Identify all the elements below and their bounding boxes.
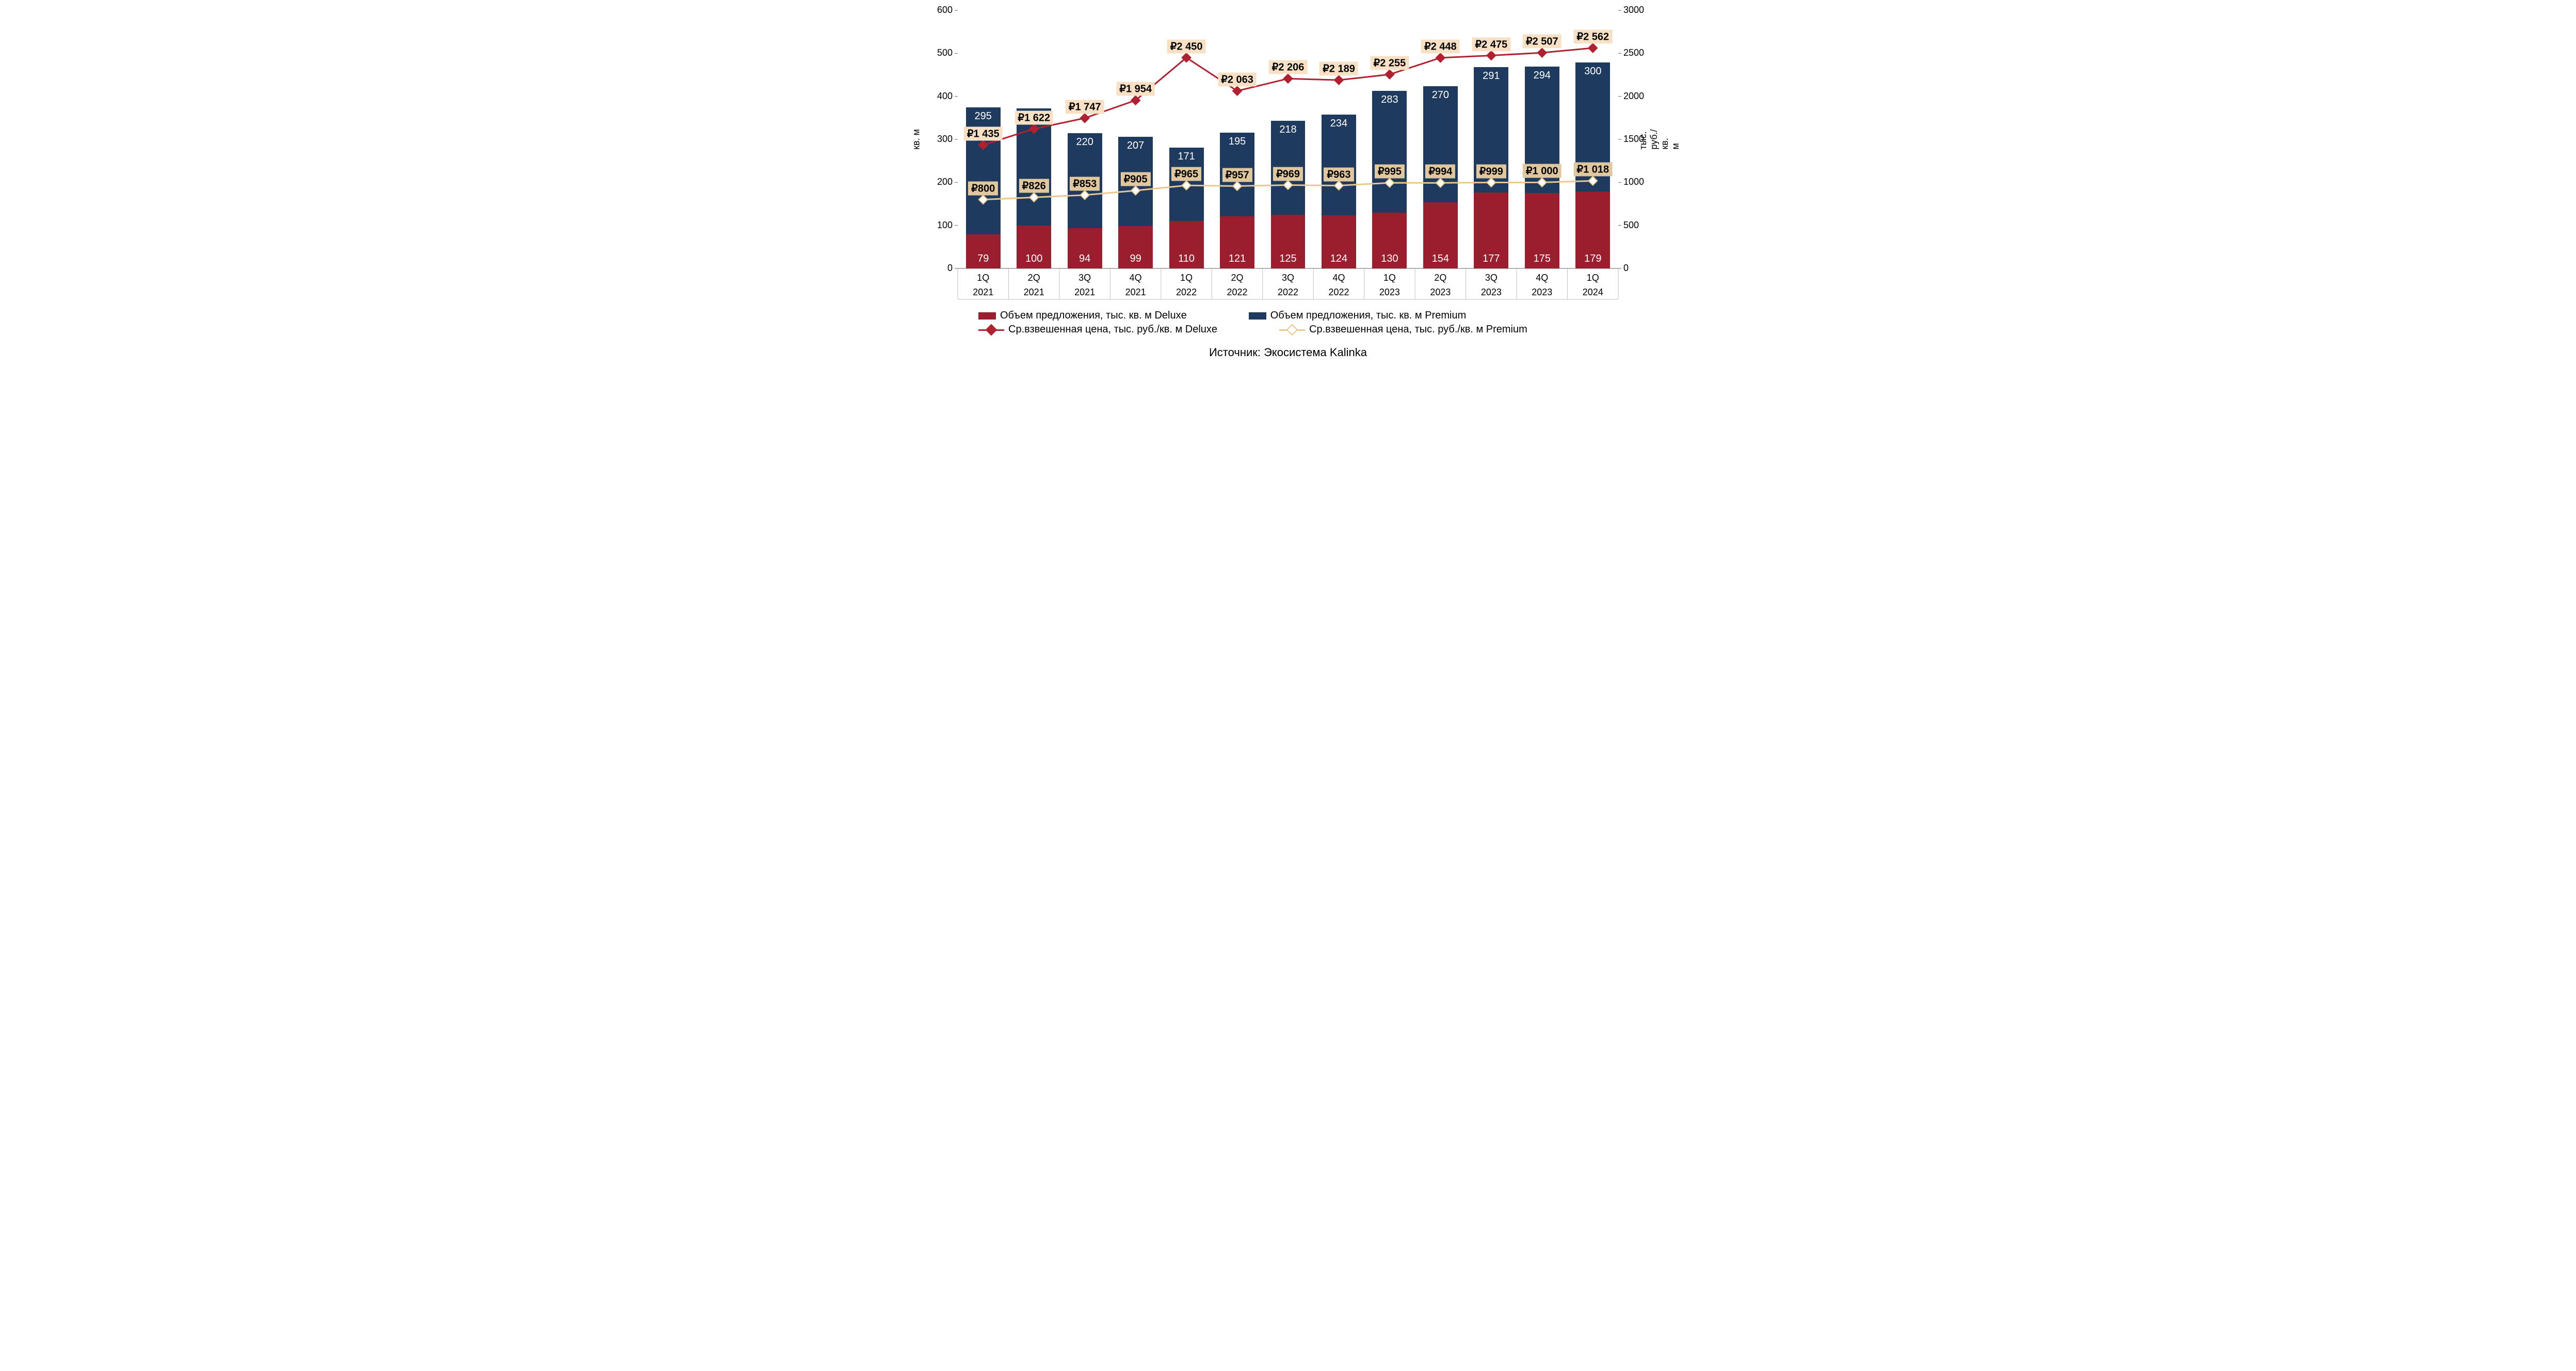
deluxe-price-label: ₽2 206 (1269, 60, 1308, 74)
premium-price-label: ₽965 (1171, 167, 1201, 181)
premium-price-marker (1487, 178, 1495, 187)
deluxe-price-label: ₽1 747 (1066, 100, 1104, 114)
premium-price-marker (1233, 182, 1242, 190)
deluxe-price-marker (1385, 70, 1394, 79)
deluxe-price-label: ₽2 450 (1167, 39, 1206, 53)
deluxe-price-marker (1081, 114, 1089, 122)
legend-label: Ср.взвешенная цена, тыс. руб./кв. м Delu… (1008, 324, 1217, 336)
premium-price-marker (1334, 181, 1343, 190)
legend-label: Объем предложения, тыс. кв. м Deluxe (1000, 310, 1187, 322)
deluxe-price-marker (1538, 49, 1547, 57)
premium-price-marker (1029, 193, 1038, 202)
premium-price-marker (1284, 181, 1293, 189)
deluxe-price-marker (1436, 54, 1445, 62)
legend-line-icon (978, 326, 1004, 333)
premium-price-label: ₽1 018 (1573, 163, 1612, 177)
premium-price-label: ₽969 (1273, 167, 1303, 181)
legend: Объем предложения, тыс. кв. м Deluxe Объе… (978, 310, 1527, 338)
deluxe-price-marker (1487, 51, 1495, 60)
deluxe-price-marker (1334, 76, 1343, 85)
legend-swatch (1249, 312, 1266, 320)
premium-price-label: ₽853 (1070, 177, 1100, 190)
premium-price-marker (1081, 190, 1089, 199)
premium-price-marker (1588, 177, 1597, 185)
legend-label: Ср.взвешенная цена, тыс. руб./кв. м Prem… (1309, 324, 1527, 336)
legend-item: Объем предложения, тыс. кв. м Premium (1249, 310, 1467, 322)
chart-container: 0100200300400500600050010001500200025003… (906, 0, 1670, 397)
premium-price-marker (1182, 181, 1191, 190)
premium-price-label: ₽995 (1375, 165, 1405, 179)
deluxe-price-label: ₽2 063 (1218, 73, 1257, 87)
premium-price-marker (1131, 186, 1140, 195)
deluxe-price-label: ₽1 435 (964, 126, 1003, 140)
premium-price-marker (1538, 178, 1547, 187)
premium-price-label: ₽994 (1425, 165, 1455, 179)
premium-price-label: ₽999 (1476, 164, 1506, 178)
legend-label: Объем предложения, тыс. кв. м Premium (1270, 310, 1467, 322)
deluxe-price-marker (979, 140, 988, 149)
legend-swatch (978, 312, 996, 320)
premium-price-label: ₽957 (1222, 168, 1252, 182)
premium-price-label: ₽1 000 (1523, 164, 1561, 178)
deluxe-price-marker (1588, 44, 1597, 53)
premium-price-label: ₽963 (1324, 167, 1354, 181)
legend-line-icon (1279, 326, 1305, 333)
premium-price-marker (1385, 179, 1394, 187)
deluxe-price-marker (1284, 74, 1293, 83)
premium-price-marker (1436, 179, 1445, 187)
deluxe-price-label: ₽1 954 (1116, 82, 1155, 96)
legend-item: Объем предложения, тыс. кв. м Deluxe (978, 310, 1187, 322)
premium-price-label: ₽826 (1019, 179, 1049, 193)
deluxe-price-label: ₽2 562 (1573, 30, 1612, 44)
deluxe-price-label: ₽2 448 (1421, 40, 1460, 54)
deluxe-price-label: ₽2 189 (1319, 62, 1358, 76)
premium-price-marker (979, 195, 988, 204)
premium-price-label: ₽800 (968, 181, 998, 195)
legend-item: Ср.взвешенная цена, тыс. руб./кв. м Delu… (978, 324, 1217, 336)
premium-price-label: ₽905 (1121, 172, 1151, 186)
source-text: Источник: Экосистема Kalinka (906, 346, 1670, 359)
deluxe-price-label: ₽2 475 (1472, 37, 1510, 51)
legend-item: Ср.взвешенная цена, тыс. руб./кв. м Prem… (1279, 324, 1527, 336)
deluxe-price-label: ₽2 255 (1371, 56, 1409, 70)
deluxe-price-marker (1029, 124, 1038, 133)
deluxe-price-marker (1233, 87, 1242, 95)
deluxe-price-label: ₽1 622 (1015, 110, 1053, 124)
deluxe-price-label: ₽2 507 (1523, 35, 1561, 49)
lines-layer (906, 0, 1670, 397)
